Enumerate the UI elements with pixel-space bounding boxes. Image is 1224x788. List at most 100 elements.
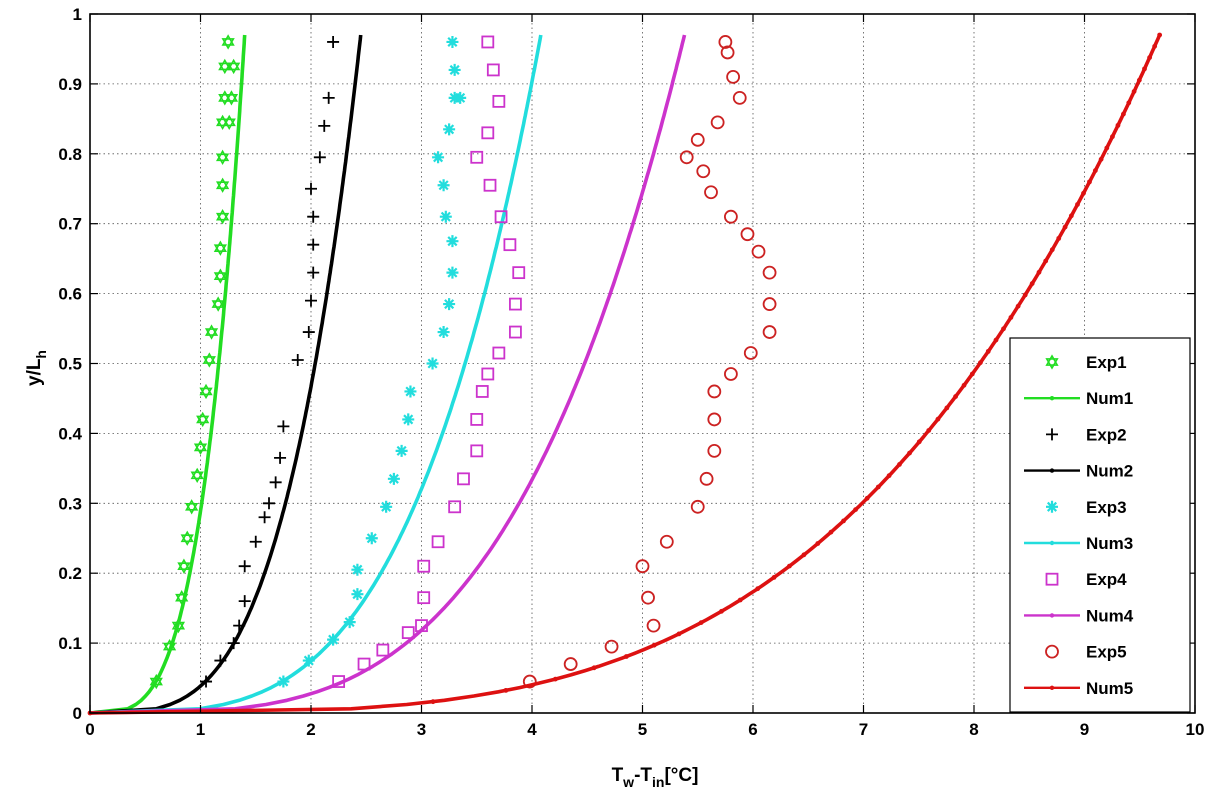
point-exp5 [635,559,650,574]
point-num5 [1049,247,1055,253]
point-exp2 [277,420,290,433]
point-exp2 [327,35,340,48]
point-exp2 [302,326,315,339]
point-exp4 [481,35,495,49]
point-exp2 [313,151,326,164]
point-exp5 [710,115,725,130]
y-tick-label: 0.4 [58,424,82,443]
point-exp2 [305,294,317,307]
series-num1 [89,34,247,715]
point-num5 [1098,156,1104,162]
point-exp3 [443,298,456,311]
point-num5 [841,518,846,524]
point-exp3 [404,385,417,398]
point-exp5 [690,132,705,147]
point-exp2 [318,119,331,132]
point-exp4 [470,413,484,426]
legend-box [1009,337,1191,713]
point-exp1 [213,240,228,256]
point-exp3 [437,326,450,339]
series-num3 [89,34,543,715]
y-tick-label: 0.5 [58,355,82,374]
legend-label: Exp3 [1086,498,1127,517]
point-exp4 [492,346,506,360]
point-num5 [801,552,807,558]
point-exp1 [180,530,194,546]
point-num5 [651,642,657,648]
point-exp4 [376,643,390,657]
point-num5 [1008,315,1014,320]
legend-swatch-dot [1049,396,1055,401]
point-num5 [1029,281,1035,286]
legend-label: Num3 [1086,534,1133,553]
legend-label: Num5 [1086,679,1133,698]
point-num5 [1157,32,1163,38]
y-tick-label: 0.6 [58,285,82,304]
point-num5 [1056,235,1062,241]
point-exp1 [190,467,204,483]
point-exp1 [211,296,225,312]
point-exp4 [417,559,431,573]
point-exp3 [454,91,467,104]
point-num5 [935,416,941,422]
point-num5 [1131,89,1137,94]
y-axis-label-main: y/L [24,358,45,386]
curve-num3 [89,34,543,715]
point-num5 [623,654,629,659]
point-exp2 [238,560,251,573]
point-num5 [755,586,761,592]
x-tick-label: 4 [527,720,537,739]
point-exp5 [762,265,777,280]
point-num5 [1136,77,1142,83]
point-exp1 [213,268,228,284]
point-exp5 [707,412,722,427]
legend-swatch [1046,428,1058,441]
point-exp2 [307,210,320,223]
point-exp5 [724,209,738,224]
point-exp4 [494,210,508,224]
point-exp3 [387,472,400,485]
point-exp5 [646,618,661,633]
series-exp2 [200,35,340,688]
x-axis-label-sub2: in [652,774,664,788]
x-tick-label: 2 [306,720,315,739]
point-exp2 [305,182,317,195]
x-axis-label-sub1: w [622,774,634,788]
point-exp5 [724,367,738,381]
x-axis-label-tail: [°C] [664,765,698,786]
point-exp4 [457,472,470,486]
point-exp1 [224,90,239,106]
point-exp5 [707,443,722,458]
point-exp2 [274,451,287,464]
y-tick-label: 0.8 [58,145,82,164]
point-exp4 [509,297,522,311]
legend-swatch-dot [1049,468,1055,473]
legend-swatch [1045,644,1059,659]
point-num5 [1022,292,1028,298]
point-num5 [828,529,834,535]
point-num5 [430,699,436,705]
legend: Exp1 Num1 Exp2 Num2 Exp3 Num3 Exp4 Num4 Exp5 Num5 [1009,337,1191,713]
x-tick-label: 1 [196,720,205,739]
point-exp1 [215,209,230,225]
point-exp5 [762,325,777,339]
point-num5 [926,428,932,433]
point-exp5 [522,674,537,689]
legend-entry-num1: Num1 [1024,389,1133,408]
point-exp2 [307,238,320,251]
point-num5 [503,687,509,693]
point-num5 [1152,43,1158,49]
legend-label: Exp5 [1086,643,1127,662]
series-layer [87,32,1163,716]
point-num5 [1126,100,1132,106]
point-exp1 [215,177,230,193]
point-exp5 [762,297,777,311]
point-num5 [771,574,777,580]
point-exp2 [307,266,320,279]
point-exp3 [426,357,439,370]
point-num5 [1062,224,1068,230]
y-tick-label: 1 [73,5,82,24]
legend-label: Exp1 [1086,353,1127,372]
point-num5 [875,484,881,490]
point-num5 [1036,269,1042,275]
